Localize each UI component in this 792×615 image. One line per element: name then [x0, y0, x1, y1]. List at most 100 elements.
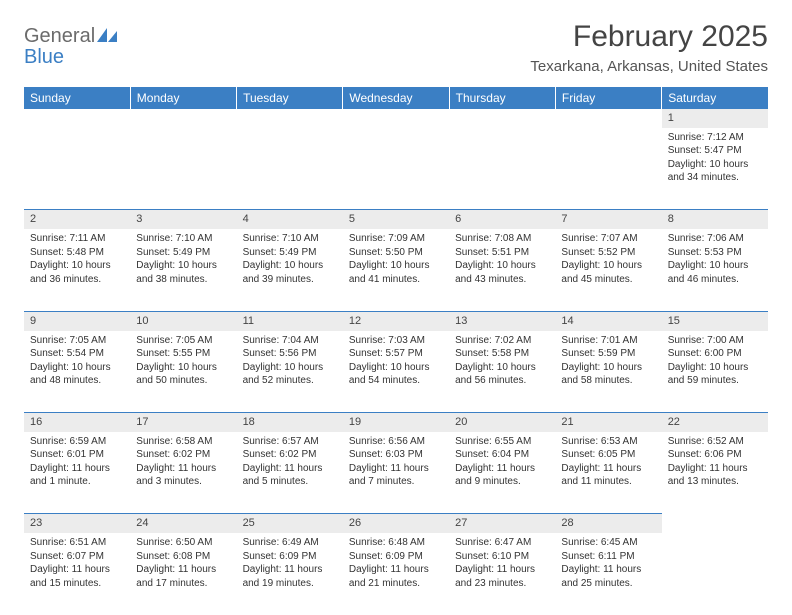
day-content-row: Sunrise: 6:59 AMSunset: 6:01 PMDaylight:… [24, 432, 768, 514]
sunset-text: Sunset: 6:11 PM [561, 550, 655, 564]
day-number-cell: 19 [343, 413, 449, 432]
weekday-header: Sunday [24, 87, 130, 109]
sunset-text: Sunset: 5:56 PM [243, 347, 337, 361]
day-content-cell: Sunrise: 7:00 AMSunset: 6:00 PMDaylight:… [662, 331, 768, 413]
day-number-cell: 23 [24, 514, 130, 533]
sunset-text: Sunset: 5:59 PM [561, 347, 655, 361]
sunset-text: Sunset: 5:49 PM [136, 246, 230, 260]
day-number-cell: 21 [555, 413, 661, 432]
weekday-header: Thursday [449, 87, 555, 109]
day-content-cell: Sunrise: 6:52 AMSunset: 6:06 PMDaylight:… [662, 432, 768, 514]
daylight-text: Daylight: 11 hours and 15 minutes. [30, 563, 124, 590]
day-content-cell: Sunrise: 6:45 AMSunset: 6:11 PMDaylight:… [555, 533, 661, 615]
day-number-cell [237, 109, 343, 128]
sunset-text: Sunset: 6:04 PM [455, 448, 549, 462]
weekday-header: Monday [130, 87, 236, 109]
weekday-header: Tuesday [237, 87, 343, 109]
day-number-cell [343, 109, 449, 128]
title-block: February 2025 Texarkana, Arkansas, Unite… [530, 20, 768, 75]
day-content-cell: Sunrise: 7:10 AMSunset: 5:49 PMDaylight:… [130, 229, 236, 311]
sunset-text: Sunset: 5:47 PM [668, 144, 762, 158]
day-number-cell [130, 109, 236, 128]
sunset-text: Sunset: 6:03 PM [349, 448, 443, 462]
sunset-text: Sunset: 6:05 PM [561, 448, 655, 462]
day-number-cell: 4 [237, 210, 343, 229]
day-content-cell: Sunrise: 6:59 AMSunset: 6:01 PMDaylight:… [24, 432, 130, 514]
day-number-cell: 7 [555, 210, 661, 229]
calendar-table: Sunday Monday Tuesday Wednesday Thursday… [24, 87, 768, 615]
day-content-cell: Sunrise: 6:55 AMSunset: 6:04 PMDaylight:… [449, 432, 555, 514]
sunrise-text: Sunrise: 6:48 AM [349, 536, 443, 550]
sunset-text: Sunset: 6:02 PM [243, 448, 337, 462]
day-content-cell: Sunrise: 7:07 AMSunset: 5:52 PMDaylight:… [555, 229, 661, 311]
day-content-cell [449, 128, 555, 210]
sunrise-text: Sunrise: 7:09 AM [349, 232, 443, 246]
day-number-cell: 24 [130, 514, 236, 533]
day-number-cell: 16 [24, 413, 130, 432]
daylight-text: Daylight: 10 hours and 54 minutes. [349, 361, 443, 388]
daylight-text: Daylight: 11 hours and 7 minutes. [349, 462, 443, 489]
day-number-row: 16171819202122 [24, 413, 768, 432]
day-number-cell: 1 [662, 109, 768, 128]
sunset-text: Sunset: 6:01 PM [30, 448, 124, 462]
daylight-text: Daylight: 11 hours and 23 minutes. [455, 563, 549, 590]
day-content-row: Sunrise: 7:05 AMSunset: 5:54 PMDaylight:… [24, 331, 768, 413]
daylight-text: Daylight: 11 hours and 5 minutes. [243, 462, 337, 489]
daylight-text: Daylight: 11 hours and 1 minute. [30, 462, 124, 489]
daylight-text: Daylight: 11 hours and 13 minutes. [668, 462, 762, 489]
day-content-cell [662, 533, 768, 615]
sunrise-text: Sunrise: 7:02 AM [455, 334, 549, 348]
daylight-text: Daylight: 10 hours and 36 minutes. [30, 259, 124, 286]
day-number-cell: 18 [237, 413, 343, 432]
day-number-cell: 5 [343, 210, 449, 229]
daylight-text: Daylight: 11 hours and 3 minutes. [136, 462, 230, 489]
logo: General Blue [24, 20, 117, 68]
day-content-cell [237, 128, 343, 210]
day-content-cell: Sunrise: 7:02 AMSunset: 5:58 PMDaylight:… [449, 331, 555, 413]
day-content-row: Sunrise: 7:11 AMSunset: 5:48 PMDaylight:… [24, 229, 768, 311]
day-number-cell: 9 [24, 311, 130, 330]
day-number-cell: 22 [662, 413, 768, 432]
location: Texarkana, Arkansas, United States [530, 58, 768, 75]
day-content-cell [24, 128, 130, 210]
sunrise-text: Sunrise: 7:11 AM [30, 232, 124, 246]
sunrise-text: Sunrise: 6:45 AM [561, 536, 655, 550]
sunset-text: Sunset: 5:54 PM [30, 347, 124, 361]
day-number-cell: 26 [343, 514, 449, 533]
daylight-text: Daylight: 10 hours and 48 minutes. [30, 361, 124, 388]
day-number-cell: 28 [555, 514, 661, 533]
logo-sail-icon [97, 28, 117, 42]
sunset-text: Sunset: 5:50 PM [349, 246, 443, 260]
day-number-cell [24, 109, 130, 128]
daylight-text: Daylight: 10 hours and 50 minutes. [136, 361, 230, 388]
sunrise-text: Sunrise: 7:10 AM [243, 232, 337, 246]
day-number-cell: 3 [130, 210, 236, 229]
daylight-text: Daylight: 11 hours and 9 minutes. [455, 462, 549, 489]
sunset-text: Sunset: 6:08 PM [136, 550, 230, 564]
weekday-header: Saturday [662, 87, 768, 109]
daylight-text: Daylight: 11 hours and 25 minutes. [561, 563, 655, 590]
sunset-text: Sunset: 5:55 PM [136, 347, 230, 361]
daylight-text: Daylight: 10 hours and 59 minutes. [668, 361, 762, 388]
sunset-text: Sunset: 6:06 PM [668, 448, 762, 462]
sunrise-text: Sunrise: 7:01 AM [561, 334, 655, 348]
day-content-cell: Sunrise: 7:10 AMSunset: 5:49 PMDaylight:… [237, 229, 343, 311]
day-number-cell: 12 [343, 311, 449, 330]
day-content-cell [343, 128, 449, 210]
sunrise-text: Sunrise: 7:05 AM [30, 334, 124, 348]
sunset-text: Sunset: 6:02 PM [136, 448, 230, 462]
daylight-text: Daylight: 11 hours and 21 minutes. [349, 563, 443, 590]
day-content-cell: Sunrise: 7:08 AMSunset: 5:51 PMDaylight:… [449, 229, 555, 311]
day-number-row: 9101112131415 [24, 311, 768, 330]
sunrise-text: Sunrise: 7:00 AM [668, 334, 762, 348]
sunrise-text: Sunrise: 6:59 AM [30, 435, 124, 449]
day-content-cell: Sunrise: 7:05 AMSunset: 5:55 PMDaylight:… [130, 331, 236, 413]
day-number-row: 2345678 [24, 210, 768, 229]
sunrise-text: Sunrise: 7:04 AM [243, 334, 337, 348]
daylight-text: Daylight: 10 hours and 39 minutes. [243, 259, 337, 286]
day-content-row: Sunrise: 7:12 AMSunset: 5:47 PMDaylight:… [24, 128, 768, 210]
day-content-cell: Sunrise: 7:09 AMSunset: 5:50 PMDaylight:… [343, 229, 449, 311]
sunset-text: Sunset: 5:51 PM [455, 246, 549, 260]
sunrise-text: Sunrise: 6:51 AM [30, 536, 124, 550]
calendar-body: 1Sunrise: 7:12 AMSunset: 5:47 PMDaylight… [24, 109, 768, 615]
